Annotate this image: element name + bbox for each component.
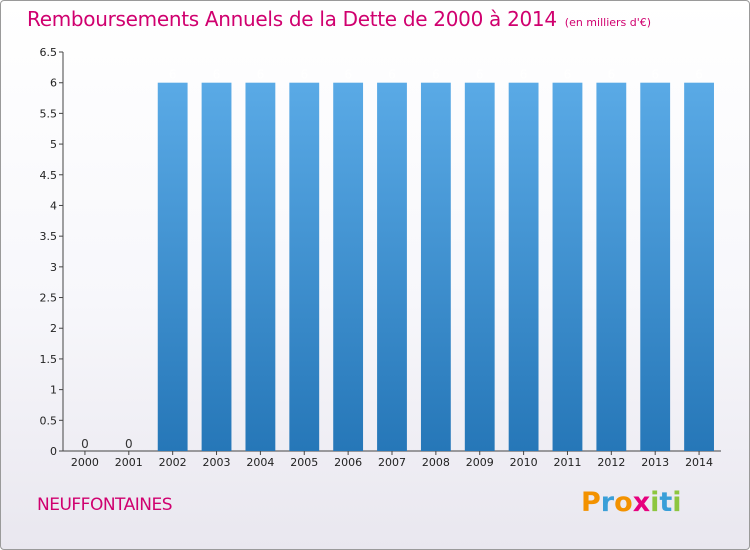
data-label: 6: [300, 68, 308, 82]
y-tick-label: 4.5: [40, 169, 58, 182]
logo-letter: i: [672, 487, 682, 518]
data-label: 0: [125, 437, 133, 451]
y-tick-label: 1: [50, 384, 57, 397]
y-tick-label: 5.5: [40, 107, 58, 120]
bar: [201, 82, 232, 451]
x-tick-label: 2009: [466, 456, 494, 469]
y-tick-label: 3: [50, 261, 57, 274]
data-label: 6: [257, 68, 265, 82]
x-tick-label: 2000: [71, 456, 99, 469]
title-row: Remboursements Annuels de la Dette de 20…: [27, 7, 651, 31]
y-tick-label: 6: [50, 77, 57, 90]
bar: [640, 82, 671, 451]
y-tick-label: 0.5: [40, 414, 58, 427]
logo-letter: o: [614, 487, 633, 518]
x-tick-label: 2004: [246, 456, 274, 469]
x-tick-label: 2006: [334, 456, 362, 469]
axes: 0 0.5 1 1.5 2 2.5 3 3.5 4 4.5 5 5.5 6 6.5 2000 2001 2002…: [40, 46, 721, 469]
bar: [289, 82, 320, 451]
x-tick-label: 2005: [290, 456, 318, 469]
x-tick-label: 2013: [641, 456, 669, 469]
bar: [596, 82, 627, 451]
y-tick-label: 3.5: [40, 230, 58, 243]
data-label: 6: [520, 68, 528, 82]
x-tick-label: 2001: [115, 456, 143, 469]
bar: [157, 82, 188, 451]
chart-title: Remboursements Annuels de la Dette de 20…: [27, 7, 557, 31]
data-label: 6: [432, 68, 440, 82]
y-tick-label: 5: [50, 138, 57, 151]
y-tick-label: 2.5: [40, 292, 58, 305]
y-tick-label: 1.5: [40, 353, 58, 366]
x-tick-label: 2002: [159, 456, 187, 469]
bar: [245, 82, 276, 451]
x-tick-label: 2010: [510, 456, 538, 469]
commune-name: NEUFFONTAINES: [37, 495, 173, 515]
y-tick-label: 4: [50, 199, 57, 212]
bar: [333, 82, 364, 451]
data-label: 6: [651, 68, 659, 82]
data-labels: 0 0 6 6 6 6 6 6 6 6 6 6 6 6 6: [81, 68, 703, 451]
y-tick-label: 6.5: [40, 46, 58, 59]
y-tick-label: 0: [50, 445, 57, 458]
data-label: 6: [388, 68, 396, 82]
data-label: 6: [608, 68, 616, 82]
bar: [552, 82, 583, 451]
bar: [420, 82, 451, 451]
data-label: 6: [564, 68, 572, 82]
y-tick-label: 2: [50, 322, 57, 335]
bar: [684, 82, 714, 451]
x-tick-label: 2014: [685, 456, 713, 469]
logo-letter: t: [659, 487, 673, 518]
data-label: 0: [81, 437, 89, 451]
bar: [377, 82, 407, 451]
x-tick-label: 2007: [378, 456, 406, 469]
proxiti-logo: Proxiti: [581, 487, 682, 518]
x-tick-label: 2008: [422, 456, 450, 469]
data-label: 6: [344, 68, 352, 82]
logo-letter: r: [600, 487, 615, 518]
bar: [464, 82, 495, 451]
x-tick-label: 2003: [203, 456, 231, 469]
data-label: 6: [213, 68, 221, 82]
bars: [157, 82, 714, 451]
x-tick-label: 2012: [597, 456, 625, 469]
logo-letter: x: [632, 487, 651, 518]
data-label: 6: [695, 68, 703, 82]
data-label: 6: [169, 68, 177, 82]
bar: [508, 82, 539, 451]
logo-letter: i: [650, 487, 660, 518]
x-tick-label: 2011: [553, 456, 581, 469]
chart-subtitle: (en milliers d'€): [564, 16, 652, 29]
logo-letter: P: [581, 487, 601, 518]
data-label: 6: [476, 68, 484, 82]
